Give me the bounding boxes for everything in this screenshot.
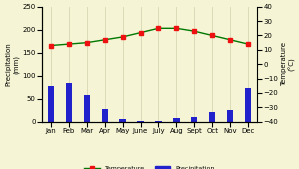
Bar: [48, 86, 54, 122]
Bar: [173, 118, 179, 122]
Bar: [245, 88, 251, 122]
Legend: Temperature, Precipitation: Temperature, Precipitation: [84, 166, 215, 169]
Bar: [138, 121, 144, 122]
Bar: [84, 95, 90, 122]
Bar: [191, 117, 197, 122]
Bar: [227, 110, 233, 122]
Y-axis label: Temperature
(°C): Temperature (°C): [281, 42, 295, 86]
Bar: [120, 119, 126, 122]
Bar: [155, 121, 161, 122]
Bar: [209, 112, 215, 122]
Y-axis label: Precipitation
(mm): Precipitation (mm): [6, 42, 19, 86]
Bar: [102, 109, 108, 122]
Bar: [66, 83, 72, 122]
